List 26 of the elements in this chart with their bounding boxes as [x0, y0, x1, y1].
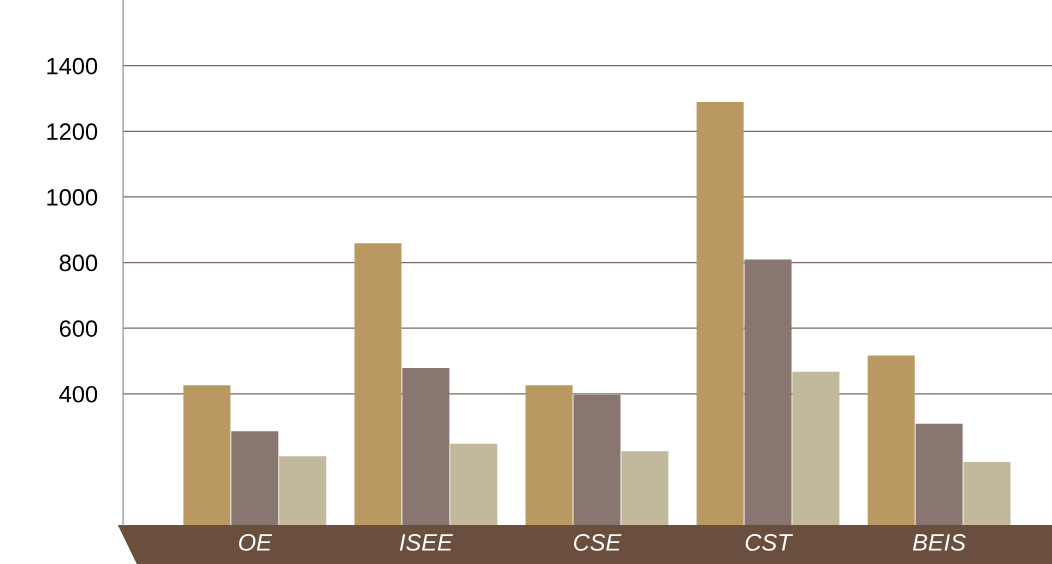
bar — [963, 462, 1011, 526]
x-tick-label: OE — [239, 534, 273, 551]
y-tick-label: 400 — [59, 385, 98, 403]
x-tick-label: ISEE — [399, 534, 453, 551]
y-tick-label: 1000 — [47, 188, 98, 206]
bar — [573, 394, 621, 526]
bar — [621, 451, 669, 526]
bar — [354, 243, 402, 526]
bar — [183, 385, 231, 526]
bar — [402, 367, 450, 526]
x-tick-label: CST — [745, 534, 794, 551]
bar — [915, 423, 963, 526]
bar — [792, 371, 840, 526]
x-tick-label: CSE — [573, 534, 622, 551]
bar — [867, 355, 915, 526]
bar — [450, 443, 498, 526]
bar — [231, 431, 279, 526]
y-tick-label: 1200 — [47, 123, 98, 141]
y-tick-label: 1400 — [47, 57, 98, 75]
y-tick-label: 600 — [59, 320, 98, 337]
bar — [525, 385, 573, 526]
bar — [279, 456, 327, 526]
y-tick-label: 800 — [59, 254, 98, 272]
bar — [696, 102, 744, 526]
x-tick-label: BEIS — [912, 534, 966, 551]
bar — [744, 259, 792, 526]
